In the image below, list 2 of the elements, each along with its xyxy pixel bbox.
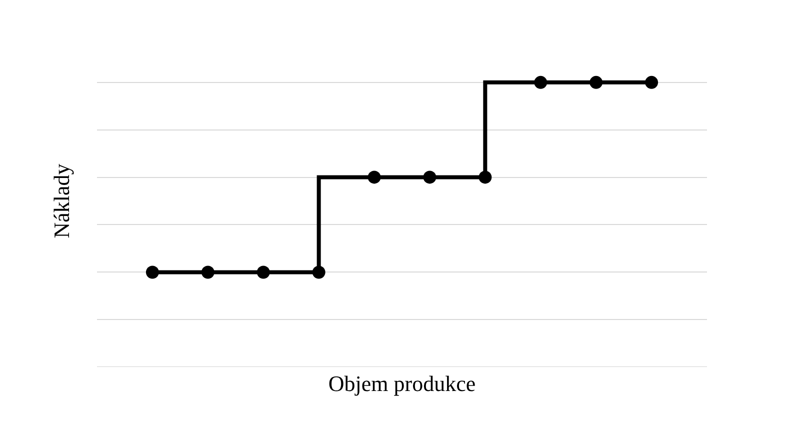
y-axis-title: Náklady bbox=[48, 164, 74, 238]
x-axis-title: Objem produkce bbox=[328, 370, 476, 396]
